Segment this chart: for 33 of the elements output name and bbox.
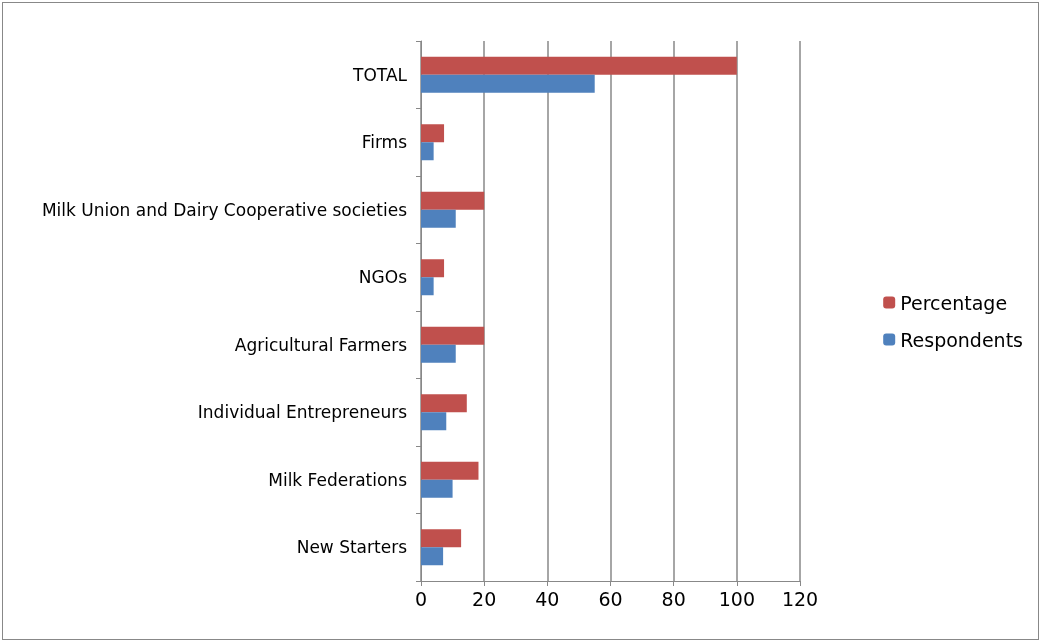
y-tick-label: Milk Union and Dairy Cooperative societies bbox=[41, 199, 408, 220]
bar bbox=[421, 479, 453, 498]
bar bbox=[421, 529, 462, 548]
x-tick-label: 120 bbox=[781, 587, 819, 610]
y-tick-label: TOTAL bbox=[352, 64, 408, 85]
bar bbox=[421, 191, 485, 210]
y-tick-label: New Starters bbox=[296, 537, 408, 558]
bar bbox=[421, 74, 595, 93]
x-tick-label: 80 bbox=[661, 587, 686, 610]
x-tick-label: 0 bbox=[414, 587, 428, 610]
legend-label: Respondents bbox=[900, 328, 1024, 351]
x-tick-label: 40 bbox=[535, 587, 560, 610]
bar bbox=[421, 209, 456, 228]
y-tick-label: Firms bbox=[361, 132, 408, 153]
bar bbox=[421, 461, 479, 480]
bar bbox=[421, 277, 434, 296]
x-tick-label: 100 bbox=[718, 587, 755, 610]
x-tick-label: 20 bbox=[472, 587, 497, 610]
y-tick-label: Individual Entrepreneurs bbox=[197, 402, 408, 423]
x-tick-label: 60 bbox=[598, 587, 623, 610]
bar bbox=[421, 394, 467, 413]
y-tick-label: NGOs bbox=[358, 267, 408, 288]
bar bbox=[421, 56, 737, 75]
bar bbox=[421, 412, 447, 431]
y-tick-label: Milk Federations bbox=[268, 469, 408, 490]
bar bbox=[421, 344, 456, 363]
bar bbox=[421, 547, 444, 566]
y-tick-label: Agricultural Farmers bbox=[234, 334, 408, 355]
legend-label: Percentage bbox=[900, 291, 1008, 314]
bar bbox=[421, 326, 485, 345]
bar bbox=[421, 124, 445, 143]
bar bbox=[421, 259, 445, 278]
bar bbox=[421, 142, 434, 161]
